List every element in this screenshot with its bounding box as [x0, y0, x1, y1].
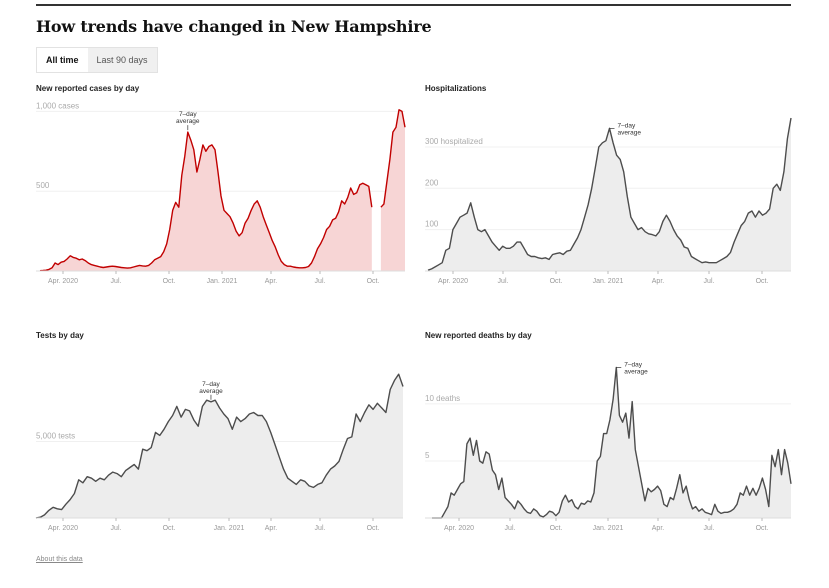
deaths-y-tick-label: 5 — [425, 451, 430, 460]
deaths-annotation-line2: average — [624, 368, 648, 375]
hospitalizations-x-tick-label: Apr. 2020 — [438, 278, 468, 285]
cases-chart-title: New reported cases by day — [36, 84, 140, 93]
deaths-x-tick-label: Jul. — [704, 525, 715, 532]
hospitalizations-x-tick-label: Jul. — [498, 278, 509, 285]
cases-x-tick-label: Jul. — [111, 278, 122, 285]
deaths-y-tick-label: 10 deaths — [425, 394, 460, 403]
tab-all-time[interactable]: All time — [37, 48, 88, 72]
cases-line — [380, 109, 406, 208]
cases-y-tick-label: 1,000 cases — [36, 101, 79, 110]
page-title: How trends have changed in New Hampshire — [36, 17, 432, 36]
cases-x-tick-label: Oct. — [163, 278, 176, 285]
deaths-annotation-line1: 7–day — [624, 361, 642, 368]
deaths-line — [432, 366, 792, 519]
tests-x-tick-label: Jul. — [315, 525, 326, 532]
deaths-x-tick-label: Jan. 2021 — [593, 525, 624, 532]
tests-x-tick-label: Jan. 2021 — [214, 525, 245, 532]
cases-area — [40, 132, 372, 271]
deaths-x-tick-label: Apr. — [652, 525, 665, 532]
cases-line — [39, 131, 373, 272]
cases-x-tick-label: Apr. 2020 — [48, 278, 78, 285]
deaths-x-tick-label: Jul. — [505, 525, 516, 532]
deaths-chart-title: New reported deaths by day — [425, 331, 532, 340]
tests-x-tick-label: Oct. — [163, 525, 176, 532]
cases-y-tick-label: 500 — [36, 181, 50, 190]
top-rule — [36, 4, 791, 6]
tests-x-tick-label: Oct. — [367, 525, 380, 532]
hospitalizations-y-tick-label: 100 — [425, 220, 439, 229]
tests-line — [35, 373, 404, 519]
cases-annotation-line1: 7–day — [179, 111, 197, 118]
hospitalizations-x-tick-label: Apr. — [652, 278, 665, 285]
cases-area — [380, 109, 405, 271]
tests-chart-title: Tests by day — [36, 331, 84, 340]
hospitalizations-x-tick-label: Oct. — [550, 278, 563, 285]
tests-y-tick-label: 5,000 tests — [36, 432, 75, 441]
hospitalizations-chart-title: Hospitalizations — [425, 84, 487, 93]
hospitalizations-x-tick-label: Jul. — [704, 278, 715, 285]
hospitalizations-x-tick-label: Jan. 2021 — [593, 278, 624, 285]
cases-x-tick-label: Jul. — [315, 278, 326, 285]
hospitalizations-x-tick-label: Oct. — [756, 278, 769, 285]
tests-x-tick-label: Jul. — [111, 525, 122, 532]
cases-x-tick-label: Apr. — [265, 278, 278, 285]
hospitalizations-annotation-line1: 7–day — [618, 122, 636, 129]
hospitalizations-area — [428, 118, 791, 271]
tests-area — [36, 374, 403, 518]
deaths-x-tick-label: Oct. — [756, 525, 769, 532]
about-this-data-link[interactable]: About this data — [36, 556, 83, 563]
hospitalizations-y-tick-label: 200 — [425, 178, 439, 187]
cases-x-tick-label: Jan. 2021 — [207, 278, 238, 285]
cases-annotation-line2: average — [176, 118, 200, 125]
tab-last-90-days[interactable]: Last 90 days — [87, 48, 157, 72]
hospitalizations-y-tick-label: 300 hospitalized — [425, 137, 483, 146]
deaths-area — [432, 367, 791, 518]
cases-x-tick-label: Oct. — [367, 278, 380, 285]
tests-annotation-line1: 7–day — [202, 381, 220, 388]
tests-x-tick-label: Apr. 2020 — [48, 525, 78, 532]
deaths-x-tick-label: Apr. 2020 — [444, 525, 474, 532]
deaths-x-tick-label: Oct. — [550, 525, 563, 532]
hospitalizations-annotation-line2: average — [618, 129, 642, 136]
tests-annotation-line2: average — [199, 388, 223, 395]
tests-x-tick-label: Apr. — [265, 525, 278, 532]
time-range-tabs: All time Last 90 days — [36, 47, 158, 73]
